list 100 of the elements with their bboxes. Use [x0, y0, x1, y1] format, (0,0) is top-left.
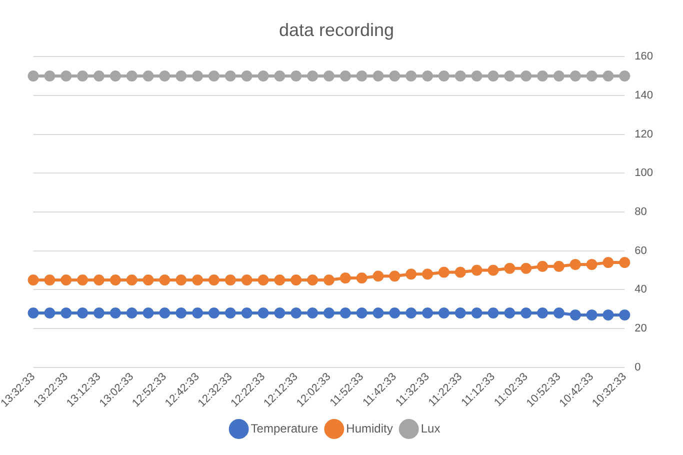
point	[176, 70, 187, 82]
point	[110, 308, 121, 318]
point	[537, 308, 548, 318]
point	[77, 274, 88, 286]
point	[537, 260, 548, 272]
point	[602, 309, 614, 320]
chart-title: data recording	[278, 20, 394, 40]
point	[406, 308, 417, 318]
point	[570, 258, 581, 270]
point	[224, 274, 236, 286]
y-tick-label: 100	[634, 167, 654, 180]
point	[520, 262, 532, 274]
point	[488, 264, 499, 276]
point	[126, 308, 138, 318]
point	[389, 270, 400, 282]
point	[208, 70, 220, 82]
point	[241, 308, 252, 318]
point	[274, 274, 286, 286]
point	[553, 260, 564, 272]
y-tick-label: 140	[634, 89, 654, 102]
point	[570, 70, 581, 82]
point	[274, 70, 286, 82]
point	[142, 274, 154, 286]
point	[323, 70, 334, 82]
point	[504, 70, 516, 82]
point	[422, 70, 434, 82]
point	[553, 70, 564, 82]
point	[159, 274, 170, 286]
point	[241, 274, 252, 286]
point	[60, 70, 72, 82]
point	[159, 308, 170, 318]
point	[192, 308, 204, 318]
point	[176, 308, 187, 318]
point	[520, 308, 532, 318]
y-tick-label: 20	[634, 322, 647, 335]
point	[60, 308, 72, 318]
point	[176, 274, 187, 286]
point	[93, 308, 104, 318]
point	[340, 70, 351, 82]
point	[520, 70, 532, 82]
point	[619, 70, 630, 82]
point	[192, 70, 204, 82]
point	[307, 308, 318, 318]
point	[258, 308, 269, 318]
point	[422, 268, 434, 280]
point	[356, 308, 368, 318]
point	[438, 70, 450, 82]
point	[93, 70, 104, 82]
y-tick-label: 160	[634, 50, 654, 63]
point	[471, 308, 482, 318]
point	[323, 308, 334, 318]
point	[356, 272, 368, 284]
y-tick-label: 40	[634, 284, 647, 296]
point	[258, 274, 269, 286]
legend-label: Lux	[420, 421, 440, 436]
point	[372, 70, 384, 82]
point	[504, 308, 516, 318]
y-tick-label: 80	[634, 206, 647, 218]
point	[602, 257, 614, 268]
point	[77, 70, 88, 82]
point	[290, 70, 302, 82]
point	[619, 309, 630, 320]
point	[406, 70, 417, 82]
point	[488, 308, 499, 318]
point	[224, 308, 236, 318]
point	[406, 268, 417, 280]
point	[307, 274, 318, 286]
point	[110, 70, 121, 82]
point	[290, 308, 302, 318]
point	[537, 70, 548, 82]
y-tick-label: 60	[634, 244, 647, 257]
point	[389, 70, 400, 82]
point	[192, 274, 204, 286]
y-tick-label: 0	[634, 361, 641, 374]
point	[602, 70, 614, 82]
point	[126, 70, 138, 82]
point	[372, 270, 384, 282]
point	[422, 308, 434, 318]
point	[454, 266, 466, 278]
point	[60, 274, 72, 286]
point	[241, 70, 252, 82]
point	[258, 70, 269, 82]
point	[208, 274, 220, 286]
point	[438, 308, 450, 318]
point	[586, 70, 598, 82]
y-tick-label: 120	[634, 128, 654, 140]
point	[142, 308, 154, 318]
point	[389, 308, 400, 318]
point	[224, 70, 236, 82]
point	[504, 262, 516, 274]
point	[488, 70, 499, 82]
point	[586, 258, 598, 270]
point	[619, 257, 630, 268]
point	[110, 274, 121, 286]
point	[142, 70, 154, 82]
point	[77, 308, 88, 318]
point	[340, 272, 351, 284]
point	[340, 308, 351, 318]
point	[454, 70, 466, 82]
point	[126, 274, 138, 286]
